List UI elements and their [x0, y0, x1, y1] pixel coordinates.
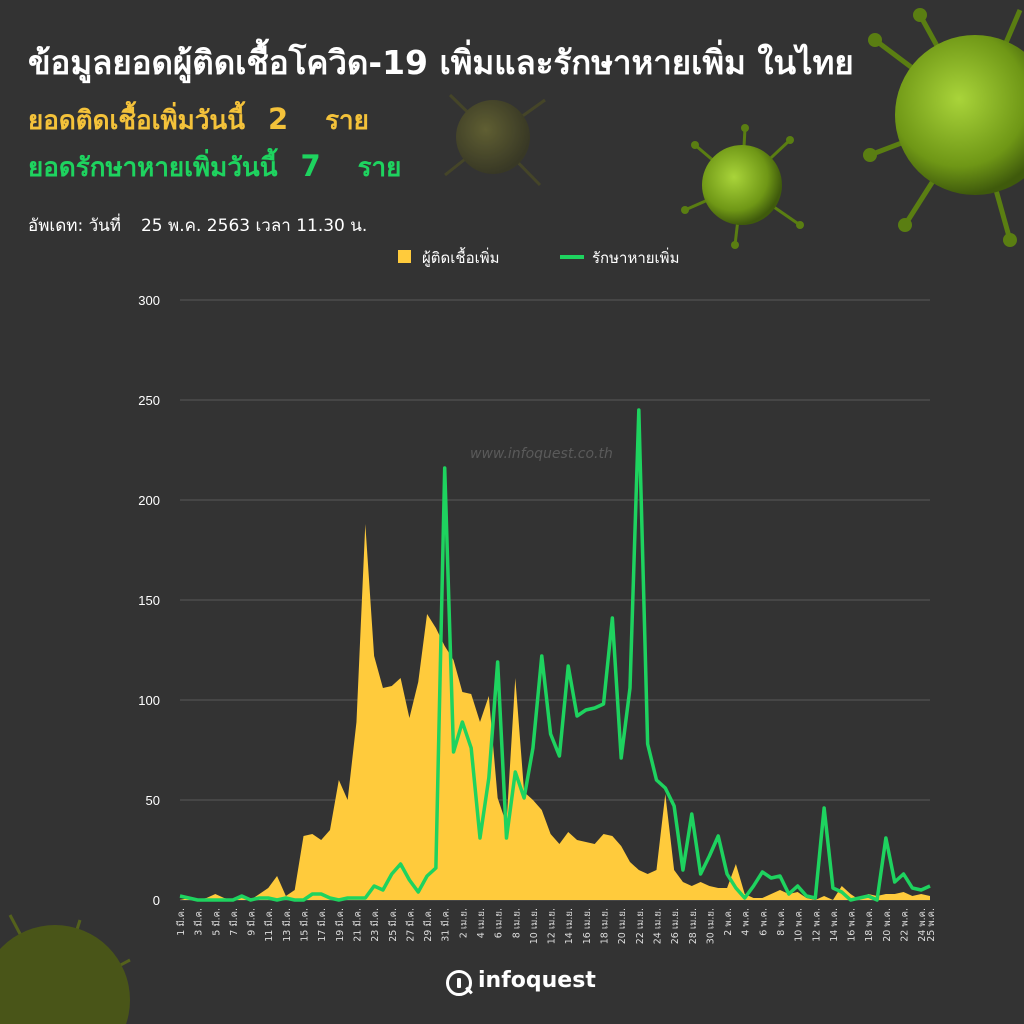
- new-cases-unit: ราย: [325, 106, 369, 136]
- x-tick-label: 21 มี.ค.: [351, 908, 363, 942]
- x-tick-label: 13 มี.ค.: [281, 908, 293, 942]
- page-title: ข้อมูลยอดผู้ติดเชื้อโควิด-19 เพิ่มและรัก…: [28, 43, 854, 82]
- x-tick-label: 3 มี.ค.: [193, 908, 205, 936]
- y-tick-label: 100: [138, 693, 160, 708]
- x-tick-label: 8 พ.ค.: [776, 908, 787, 936]
- x-tick-label: 20 เม.ย.: [617, 908, 628, 944]
- brand-name: infoquest: [478, 968, 596, 993]
- y-tick-label: 0: [153, 893, 160, 908]
- x-tick-label: 20 พ.ค.: [882, 908, 893, 942]
- x-tick-label: 16 เม.ย.: [582, 908, 593, 944]
- recovered-value: 7: [300, 149, 321, 183]
- new-cases-area: [180, 524, 930, 900]
- y-tick-label: 200: [138, 493, 160, 508]
- x-tick-label: 19 มี.ค.: [334, 908, 346, 942]
- x-tick-label: 4 พ.ค.: [741, 908, 752, 936]
- x-tick-label: 10 เม.ย.: [529, 908, 540, 944]
- infoquest-logo-icon: [446, 970, 472, 996]
- x-tick-label: 15 มี.ค.: [299, 908, 311, 942]
- x-tick-label: 6 พ.ค.: [758, 908, 769, 936]
- x-tick-label: 25 มี.ค.: [387, 908, 399, 942]
- update-prefix: อัพเดท: วันที่: [28, 216, 121, 236]
- x-tick-label: 22 พ.ค.: [900, 908, 911, 942]
- y-tick-label: 150: [138, 593, 160, 608]
- x-tick-label: 27 มี.ค.: [404, 908, 416, 942]
- legend-recovered-label: รักษาหายเพิ่ม: [592, 249, 680, 267]
- x-tick-label: 22 เม.ย.: [635, 908, 646, 944]
- chart-legend: ผู้ติดเชื้อเพิ่ม รักษาหายเพิ่ม: [0, 246, 1024, 268]
- covid-chart: 0 50 100 150 200 250 300 1 มี.ค. 3 มี.ค. 5 มี.ค. 7…: [138, 293, 937, 944]
- x-tick-label: 12 พ.ค.: [811, 908, 822, 942]
- x-tick-label: 24 เม.ย.: [652, 908, 663, 944]
- recovered-stat: ยอดรักษาหายเพิ่มวันนี้ 7 ราย: [28, 147, 415, 188]
- update-timestamp: อัพเดท: วันที่ 25 พ.ค. 2563 เวลา 11.30 น.: [28, 212, 367, 239]
- y-tick-label: 300: [138, 293, 160, 308]
- new-cases-stat: ยอดติดเชื้อเพิ่มวันนี้ 2 ราย: [28, 100, 383, 141]
- recovered-line: [179, 408, 931, 902]
- x-tick-label: 31 มี.ค.: [440, 908, 452, 942]
- recovered-unit: ราย: [357, 153, 402, 183]
- x-tick-label: 2 เม.ย.: [458, 908, 469, 938]
- x-tick-label: 2 พ.ค.: [723, 908, 734, 936]
- x-tick-label: 14 พ.ค.: [829, 908, 840, 942]
- x-tick-label: 11 มี.ค.: [263, 908, 275, 942]
- x-tick-label: 17 มี.ค.: [316, 908, 328, 942]
- x-tick-label: 12 เม.ย.: [547, 908, 558, 944]
- x-tick-label: 23 มี.ค.: [369, 908, 381, 942]
- x-tick-label: 28 เม.ย.: [688, 908, 699, 944]
- x-tick-label: 8 เม.ย.: [511, 908, 522, 938]
- x-tick-label: 25 พ.ค.: [926, 908, 937, 942]
- legend-recovered-swatch: [560, 255, 584, 259]
- x-tick-label: 18 เม.ย.: [600, 908, 611, 944]
- x-tick-label: 5 มี.ค.: [210, 908, 222, 936]
- x-tick-label: 10 พ.ค.: [794, 908, 805, 942]
- y-tick-label: 50: [146, 793, 160, 808]
- x-tick-label: 9 มี.ค.: [246, 908, 258, 936]
- x-tick-label: 4 เม.ย.: [476, 908, 487, 938]
- x-tick-label: 29 มี.ค.: [422, 908, 434, 942]
- x-tick-label: 1 มี.ค.: [175, 908, 187, 936]
- legend-new-cases-label: ผู้ติดเชื้อเพิ่ม: [422, 249, 500, 267]
- watermark-text: www.infoquest.co.th: [470, 446, 613, 462]
- x-tick-label: 26 เม.ย.: [670, 908, 681, 944]
- x-tick-label: 6 เม.ย.: [494, 908, 505, 938]
- x-tick-label: 7 มี.ค.: [228, 908, 240, 936]
- new-cases-value: 2: [268, 102, 289, 136]
- update-text: 25 พ.ค. 2563 เวลา 11.30 น.: [140, 216, 368, 236]
- x-tick-label: 16 พ.ค.: [847, 908, 858, 942]
- x-tick-label: 14 เม.ย.: [564, 908, 575, 944]
- x-tick-label: 18 พ.ค.: [864, 908, 875, 942]
- legend-new-cases-swatch: [398, 250, 411, 263]
- x-tick-label: 30 เม.ย.: [705, 908, 716, 944]
- recovered-label: ยอดรักษาหายเพิ่มวันนี้: [28, 153, 278, 183]
- y-tick-label: 250: [138, 393, 160, 408]
- new-cases-label: ยอดติดเชื้อเพิ่มวันนี้: [28, 106, 245, 136]
- x-tick-label: 24 พ.ค.: [917, 908, 928, 942]
